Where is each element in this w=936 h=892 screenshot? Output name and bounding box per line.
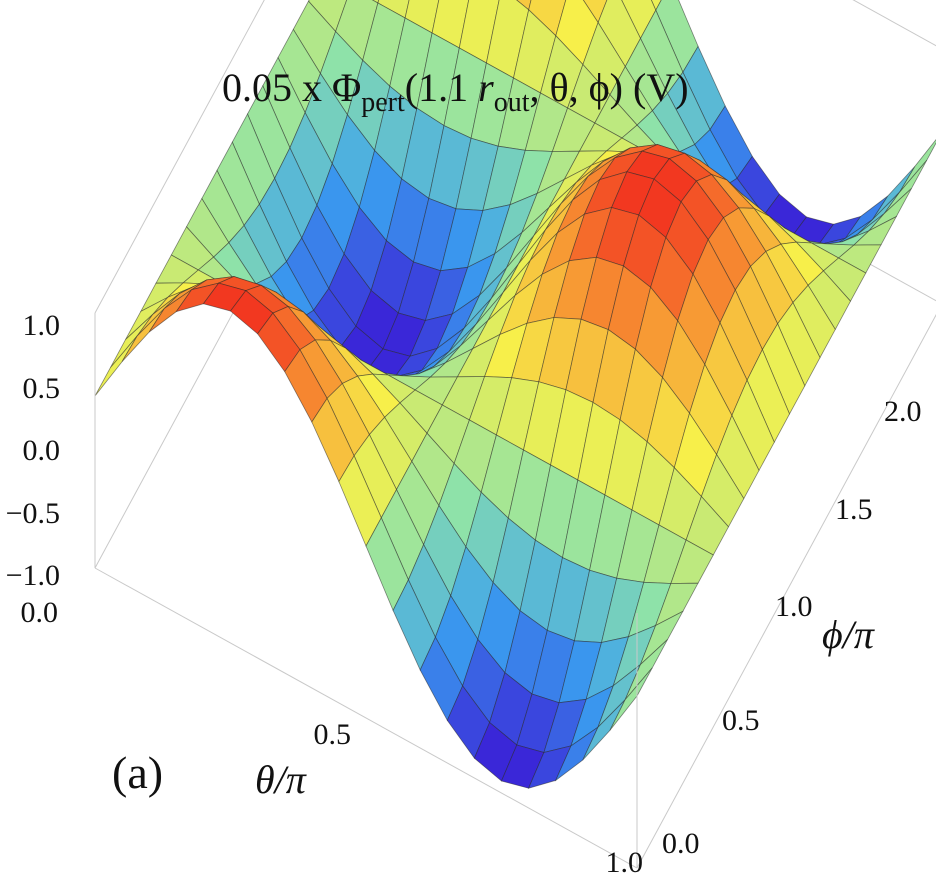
y-tick-label: 1.5 xyxy=(835,493,873,526)
z-axis-ticks: 1.0 0.5 0.0 −0.5 −1.0 xyxy=(6,309,60,592)
surface-patch xyxy=(609,667,653,731)
surface-patch xyxy=(884,159,928,214)
z-tick-label: −0.5 xyxy=(6,497,60,530)
x-tick-label: 1.0 xyxy=(606,846,644,879)
surface-patch xyxy=(650,0,662,12)
surface-patch xyxy=(899,138,936,193)
z-tick-label: 1.0 xyxy=(23,309,61,342)
x-axis-ticks: 0.0 0.5 1.0 xyxy=(21,596,644,879)
box-edge xyxy=(94,0,265,314)
z-tick-label: −1.0 xyxy=(6,559,60,592)
y-axis-label: ϕ/π xyxy=(822,612,875,657)
bounding-box-front xyxy=(94,313,936,869)
chart-title: 0.05 x Φpert(1.1 rout, θ, ϕ) (V) xyxy=(222,65,689,118)
y-tick-label: 2.0 xyxy=(884,395,922,428)
x-tick-label: 0.5 xyxy=(314,718,352,751)
surface-mesh xyxy=(94,0,936,789)
z-tick-label: 0.0 xyxy=(23,434,61,467)
z-tick-label: 0.5 xyxy=(23,372,61,405)
box-edge xyxy=(94,567,638,869)
panel-label: (a) xyxy=(112,747,163,798)
y-tick-label: 0.0 xyxy=(662,827,700,860)
box-edge xyxy=(636,314,936,869)
surface-patch xyxy=(94,335,138,397)
y-axis-ticks: 0.0 0.5 1.0 1.5 2.0 xyxy=(662,395,922,860)
y-tick-label: 1.0 xyxy=(775,590,813,623)
x-tick-label: 0.0 xyxy=(21,596,59,629)
x-axis-label: θ/π xyxy=(255,757,307,802)
y-tick-label: 0.5 xyxy=(722,704,760,737)
